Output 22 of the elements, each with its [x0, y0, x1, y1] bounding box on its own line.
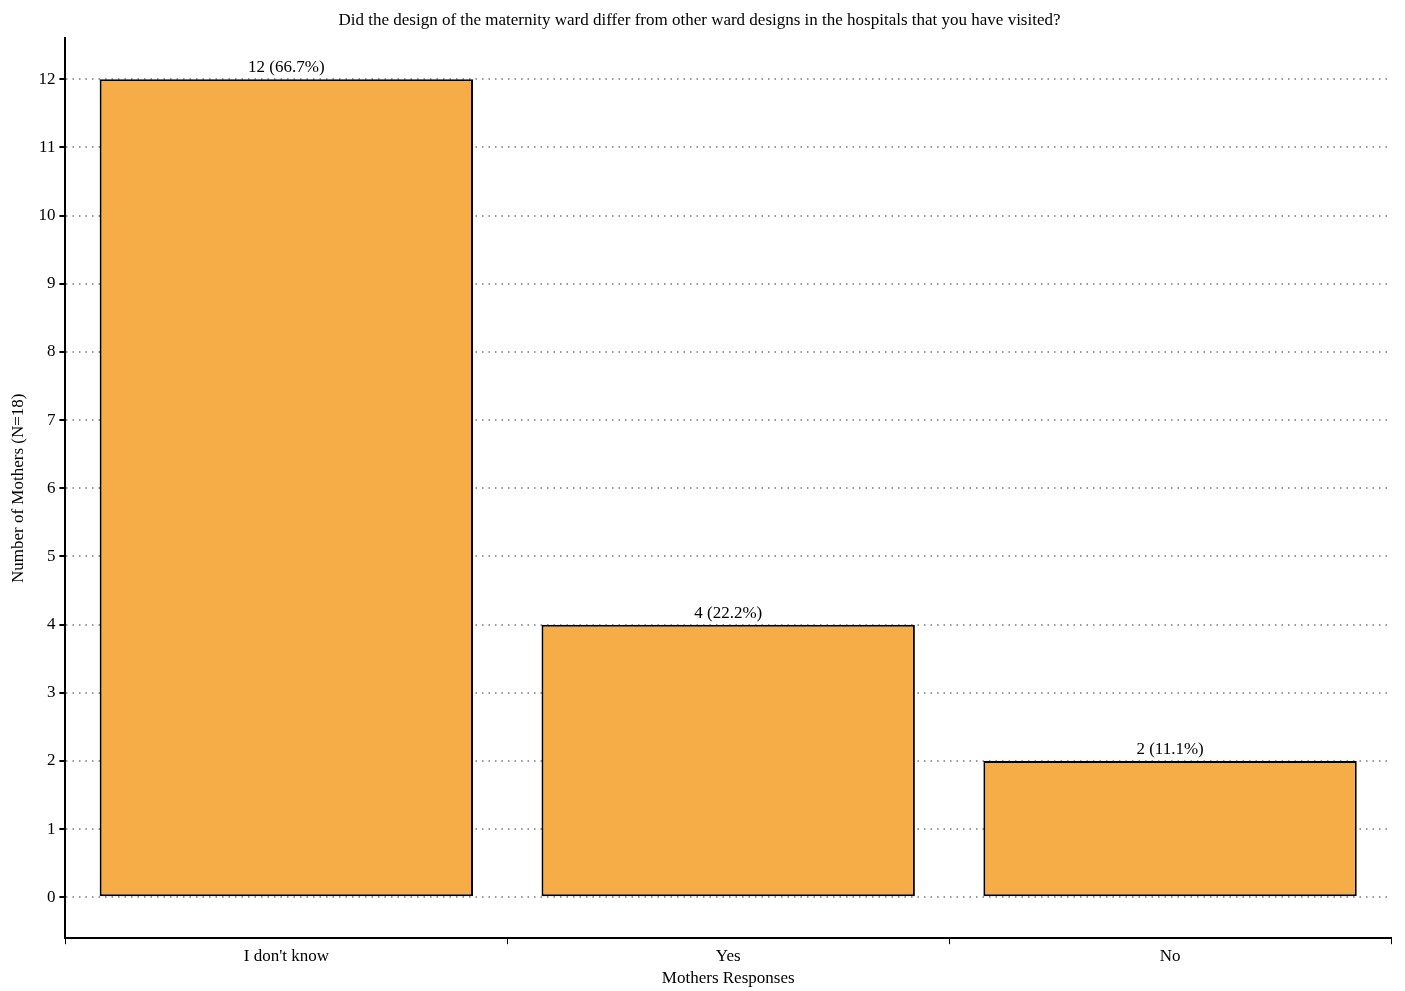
x-axis-title: Mothers Responses: [661, 968, 795, 988]
y-tick-label: 7: [46, 409, 56, 429]
y-axis-title: Number of Mothers (N=18): [7, 393, 27, 584]
x-tick-label: I don't know: [243, 945, 330, 965]
data-label: 12 (66.7%): [248, 57, 325, 77]
y-tick-label: 5: [46, 545, 56, 565]
y-tick-label: 10: [38, 205, 56, 225]
y-tick-label: 6: [46, 477, 56, 497]
y-tick-label: 4: [46, 614, 56, 634]
data-label: 2 (11.1%): [1136, 738, 1204, 758]
y-tick-label: 12: [38, 68, 56, 88]
chart-title: Did the design of the maternity ward differ from other ward designs in the hospitals that you have visited?: [338, 9, 1061, 29]
y-tick-label: 0: [46, 886, 56, 906]
x-tick-label: Yes: [715, 945, 741, 965]
y-tick-label: 3: [46, 682, 56, 702]
y-tick-label: 8: [46, 341, 56, 361]
x-tick-label: No: [1159, 945, 1181, 965]
y-tick-label: 2: [46, 750, 56, 770]
y-tick-label: 1: [46, 818, 56, 838]
y-tick-label: 9: [46, 273, 56, 293]
y-tick-label: 11: [39, 136, 56, 156]
data-label: 4 (22.2%): [694, 602, 763, 622]
